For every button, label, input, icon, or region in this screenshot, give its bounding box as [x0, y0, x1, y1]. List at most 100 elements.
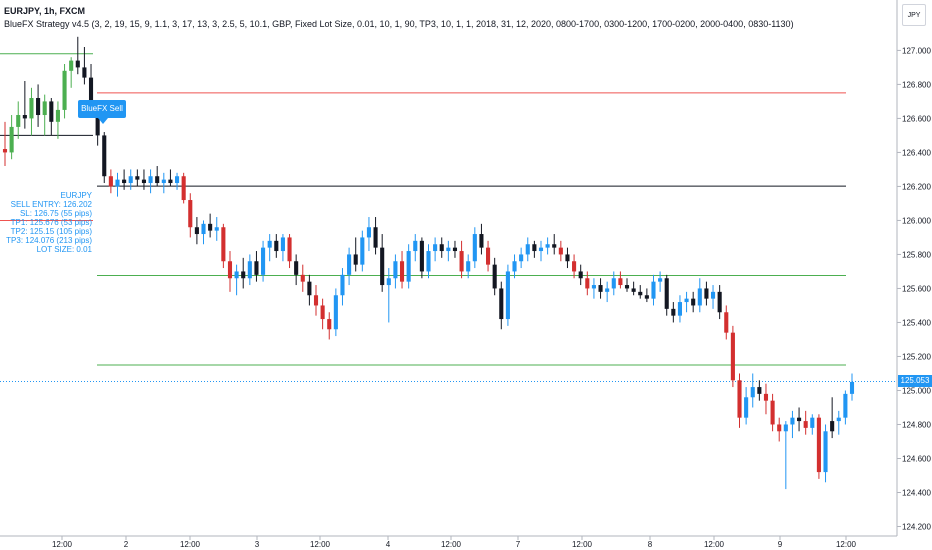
candle-body	[704, 288, 709, 299]
candle-body	[777, 424, 782, 432]
time-tick-label: 8	[648, 540, 653, 549]
candle	[710, 285, 716, 309]
candle-body	[565, 254, 570, 262]
candle-body	[188, 200, 193, 228]
candle	[565, 247, 570, 269]
candle	[691, 291, 696, 313]
candle-body	[664, 278, 669, 309]
candle-body	[208, 223, 213, 231]
candle-body	[274, 240, 279, 252]
time-tick-label: 12:00	[52, 540, 73, 549]
candle	[770, 393, 775, 432]
candle	[585, 271, 590, 296]
price-tick-label: 124.800	[902, 420, 931, 429]
candle-body	[459, 251, 464, 272]
candle-body	[538, 247, 544, 252]
candle	[393, 254, 398, 289]
candle-body	[558, 247, 563, 255]
candle	[466, 254, 471, 279]
candle	[333, 288, 338, 337]
candle	[492, 257, 497, 296]
info-stop-loss: SL: 126.75 (55 pips)	[19, 209, 92, 218]
candle-body	[366, 227, 371, 238]
candle-body	[95, 108, 100, 136]
candle-body	[585, 278, 590, 289]
candle	[479, 223, 484, 255]
candle	[433, 237, 438, 262]
candle-body	[360, 237, 365, 265]
candle-body	[181, 176, 186, 201]
candle-body	[261, 247, 266, 275]
candle	[267, 234, 272, 262]
time-tick-label: 12:00	[704, 540, 725, 549]
candle-body	[730, 332, 735, 381]
candle	[446, 240, 451, 262]
candle	[320, 298, 325, 330]
candle-body	[591, 285, 596, 289]
candle	[141, 169, 147, 190]
candle	[406, 244, 411, 289]
candle-body	[320, 305, 325, 320]
candle	[194, 217, 199, 245]
candle	[750, 373, 755, 408]
time-tick-label: 12:00	[836, 540, 857, 549]
candle	[426, 244, 431, 279]
candle-body	[22, 115, 27, 119]
candle-body	[710, 291, 716, 299]
candle	[353, 237, 358, 272]
candle	[413, 234, 418, 262]
candle	[578, 264, 583, 286]
candle	[777, 417, 782, 442]
candle-body	[479, 234, 484, 248]
candle-body	[466, 261, 471, 272]
candle-body	[790, 417, 795, 425]
price-tick-label: 126.000	[902, 216, 931, 225]
candle	[181, 172, 186, 204]
currency-button[interactable]: JPY	[902, 4, 926, 26]
candle	[459, 240, 464, 279]
price-tick-label: 124.200	[902, 522, 931, 531]
candle-body	[313, 295, 319, 306]
candlesticks	[2, 36, 855, 490]
candle	[658, 271, 663, 292]
price-tick-label: 125.800	[902, 250, 931, 259]
price-tick-label: 125.000	[902, 386, 931, 395]
candle-body	[327, 319, 332, 330]
candle-body	[651, 281, 656, 299]
candle	[783, 421, 788, 490]
candle	[234, 264, 239, 296]
candle	[287, 234, 292, 269]
candle	[505, 264, 510, 326]
candle-body	[234, 271, 239, 279]
candle-body	[307, 281, 312, 296]
candle	[247, 254, 252, 286]
candle-body	[671, 308, 676, 316]
candle-body	[578, 271, 583, 279]
candle	[327, 312, 332, 340]
candle-body	[605, 288, 610, 292]
candle-body	[29, 98, 34, 119]
candle-body	[254, 261, 259, 275]
candle-body	[380, 247, 385, 286]
candle	[836, 410, 841, 435]
candle-body	[16, 115, 21, 127]
candle	[472, 227, 477, 269]
info-lot-size: LOT SIZE: 0.01	[36, 245, 92, 254]
price-tick-label: 125.200	[902, 352, 931, 361]
candle-body	[677, 302, 683, 316]
price-tick-label: 126.800	[902, 80, 931, 89]
candle-body	[552, 244, 557, 248]
time-tick-label: 7	[516, 540, 521, 549]
info-symbol: EURJPY	[60, 191, 92, 200]
candle	[108, 169, 113, 194]
candle-body	[849, 381, 855, 394]
candle-body	[717, 291, 722, 313]
candle-body	[572, 261, 577, 272]
candle-body	[816, 417, 821, 473]
candle-body	[505, 271, 510, 320]
candle	[452, 240, 458, 258]
candle-body	[135, 176, 140, 180]
candle-body	[512, 261, 517, 272]
info-tp3: TP3: 124.076 (213 pips)	[6, 236, 92, 245]
